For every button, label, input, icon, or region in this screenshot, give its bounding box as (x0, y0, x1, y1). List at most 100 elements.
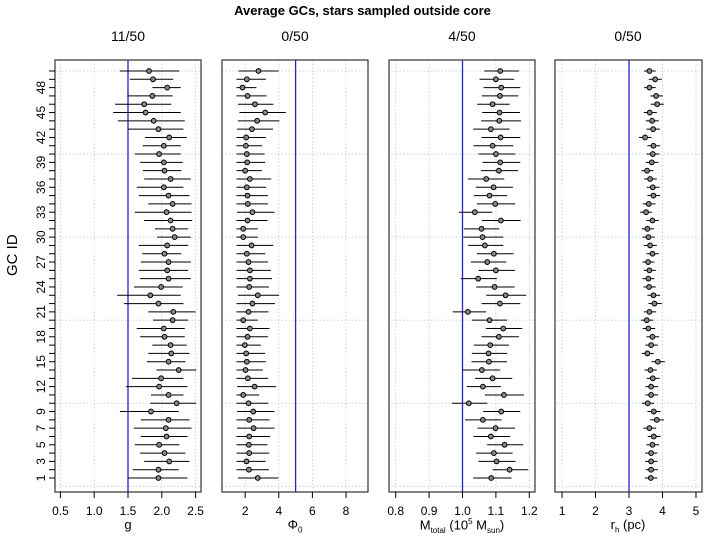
xlabel-g: g (124, 517, 132, 532)
x-tick-label: 2 (242, 504, 249, 518)
data-point (650, 433, 657, 440)
figure-title: Average GCs, stars sampled outside core (234, 3, 491, 18)
data-point (148, 408, 154, 415)
data-point (644, 167, 650, 174)
data-point (649, 250, 656, 257)
data-point (240, 234, 247, 241)
data-point (142, 109, 149, 116)
data-point (168, 350, 175, 357)
data-point (498, 217, 504, 224)
data-point (496, 333, 502, 340)
data-point (485, 358, 492, 365)
x-tick-label: 2 (592, 504, 599, 518)
data-point (648, 466, 655, 473)
data-point (649, 184, 656, 191)
data-point (644, 350, 651, 357)
data-point (649, 151, 656, 157)
data-point (246, 433, 253, 440)
data-point (169, 317, 176, 324)
data-point (245, 466, 252, 473)
data-point (161, 250, 168, 257)
data-point (163, 209, 170, 216)
y-tick-label: 15 (34, 355, 48, 369)
data-point (490, 250, 497, 257)
data-point (497, 93, 503, 99)
data-point (147, 292, 154, 299)
data-point (491, 284, 498, 290)
data-point (244, 93, 251, 99)
data-point (245, 441, 252, 448)
data-point (646, 109, 653, 116)
data-point (498, 84, 505, 91)
data-point (471, 209, 478, 216)
xlabel-m-sup: 5 (468, 517, 473, 526)
data-point (161, 167, 168, 174)
data-point (496, 167, 502, 174)
data-point (645, 325, 652, 332)
data-point (646, 84, 653, 91)
data-point (158, 284, 165, 290)
data-point (501, 392, 507, 398)
data-point (653, 416, 660, 423)
data-point (244, 200, 251, 207)
data-point (250, 425, 257, 432)
data-point (164, 267, 171, 274)
data-point (240, 317, 247, 324)
data-point (165, 192, 172, 199)
x-tick-label: 0.8 (387, 504, 404, 518)
panel-4-xlabel: rh (pc) (555, 517, 701, 535)
y-tick-label: 1 (34, 474, 48, 481)
xlabel-m-rest3: ) (499, 517, 505, 533)
x-tick-label: 1.0 (86, 504, 103, 518)
data-point (244, 192, 251, 199)
x-tick-label: 1.0 (454, 504, 471, 518)
data-point (155, 475, 162, 481)
data-point (255, 68, 262, 74)
data-point (252, 101, 258, 108)
y-axis-label: GC ID (4, 234, 21, 276)
data-point (646, 68, 653, 74)
data-point (492, 76, 499, 83)
data-point (497, 134, 504, 141)
panel-1-title: 11/50 (111, 28, 145, 44)
data-point (167, 217, 174, 224)
data-point (245, 400, 252, 407)
data-point (254, 475, 261, 481)
data-point (650, 142, 657, 149)
data-point (167, 176, 174, 182)
data-point (653, 93, 660, 99)
y-tick-label: 45 (34, 106, 48, 120)
data-point (496, 109, 503, 116)
data-point (484, 259, 491, 265)
data-point (165, 358, 172, 365)
data-point (647, 475, 654, 481)
panel-frame (388, 59, 536, 493)
data-point (479, 383, 486, 390)
data-point (169, 200, 176, 207)
data-point (464, 308, 471, 315)
x-tick-label: 5 (693, 504, 700, 518)
panel-2-title: 0/50 (281, 28, 309, 44)
data-point (243, 458, 250, 465)
y-tick-label: 39 (34, 155, 48, 169)
xlabel-phi: Φ (287, 517, 298, 532)
data-point (262, 109, 269, 116)
data-point (487, 126, 494, 133)
data-point (240, 225, 247, 232)
data-point (643, 317, 650, 324)
x-tick-label: 1.2 (521, 504, 538, 518)
y-tick-label: 48 (34, 81, 48, 95)
data-point (650, 192, 657, 199)
data-point (648, 392, 655, 398)
data-point (487, 342, 494, 349)
data-point (496, 117, 503, 124)
data-point (156, 151, 162, 157)
data-point (150, 117, 157, 124)
data-point (642, 134, 648, 141)
data-point (155, 126, 162, 133)
data-point (248, 242, 255, 249)
data-point (249, 126, 255, 133)
data-point (243, 350, 250, 357)
data-point (165, 275, 172, 282)
